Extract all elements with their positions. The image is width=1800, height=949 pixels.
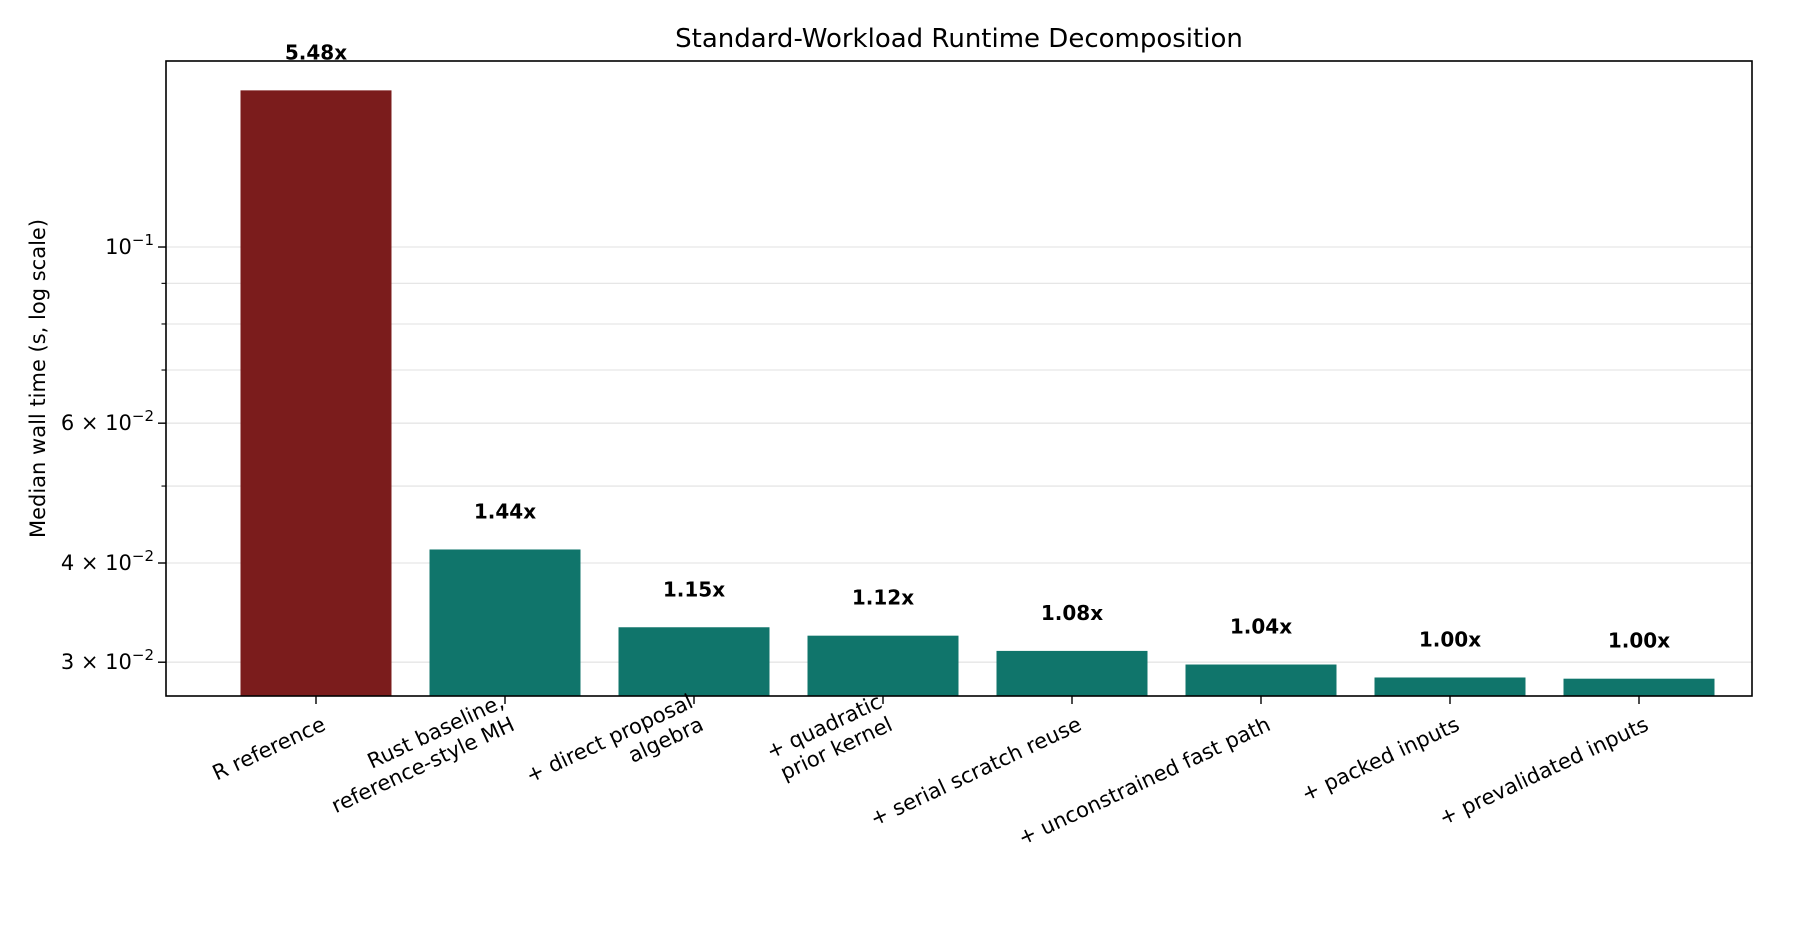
bar xyxy=(618,627,770,696)
bar xyxy=(429,549,581,696)
gridlines xyxy=(166,246,1752,663)
x-tick-label: + quadraticprior kernel xyxy=(763,689,896,786)
x-tick-label: R reference xyxy=(209,712,329,785)
data-label: 1.04x xyxy=(1230,615,1292,639)
bar xyxy=(996,650,1148,696)
bar xyxy=(240,90,392,697)
plot-area-frame xyxy=(165,60,1753,697)
x-tick-label: + direct proposalalgebra xyxy=(522,689,707,810)
data-label: 1.00x xyxy=(1419,627,1481,651)
x-tick-label: + packed inputs xyxy=(1298,712,1463,806)
x-axis-ticks: R reference Rust baseline,reference-style… xyxy=(209,689,1652,850)
y-tick-label: 4 × 10−2 xyxy=(61,547,154,575)
y-axis-ticks: 10−1 6 × 10−2 4 × 10−2 3 × 10−2 xyxy=(61,231,166,674)
bar xyxy=(1374,677,1526,696)
bar xyxy=(1185,664,1337,696)
x-tick-label: + prevalidated inputs xyxy=(1435,712,1652,830)
y-tick-label: 10−1 xyxy=(105,231,154,259)
data-label: 1.08x xyxy=(1041,601,1103,625)
bar xyxy=(807,635,959,696)
y-tick-label: 3 × 10−2 xyxy=(61,646,154,674)
bars xyxy=(240,90,1715,697)
y-tick-label: 6 × 10−2 xyxy=(61,407,154,435)
data-label: 1.15x xyxy=(663,577,725,601)
chart-title: Standard-Workload Runtime Decomposition xyxy=(675,24,1243,54)
data-label: 1.00x xyxy=(1608,629,1670,653)
data-label: 1.12x xyxy=(852,586,914,610)
y-axis-label: Median wall time (s, log scale) xyxy=(26,219,50,538)
data-label: 1.44x xyxy=(474,499,536,523)
x-tick-label: Rust baseline,reference-style MH xyxy=(317,689,518,817)
data-labels: 5.48x 1.44x 1.15x 1.12x 1.08x 1.04x 1.00x 1.00x xyxy=(285,40,1670,652)
data-label: 5.48x xyxy=(285,40,347,64)
bar xyxy=(1563,678,1715,696)
